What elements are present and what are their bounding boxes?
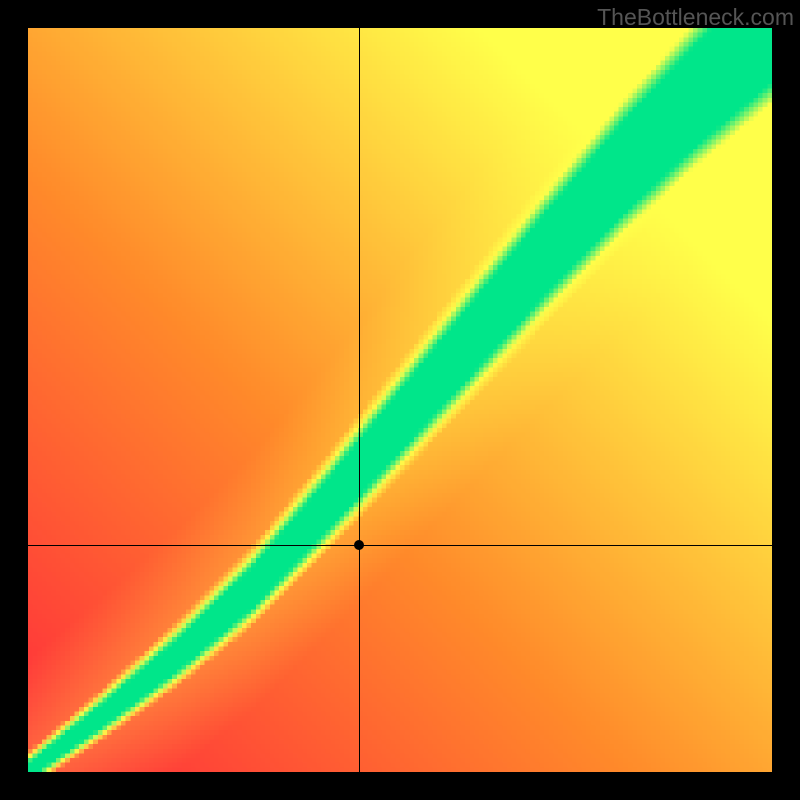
root-container: TheBottleneck.com <box>0 0 800 800</box>
crosshair-horizontal <box>28 545 772 546</box>
heatmap-canvas <box>28 28 772 772</box>
crosshair-marker-dot <box>354 540 364 550</box>
plot-area <box>28 28 772 772</box>
crosshair-vertical <box>359 28 360 772</box>
watermark-text: TheBottleneck.com <box>591 0 800 35</box>
